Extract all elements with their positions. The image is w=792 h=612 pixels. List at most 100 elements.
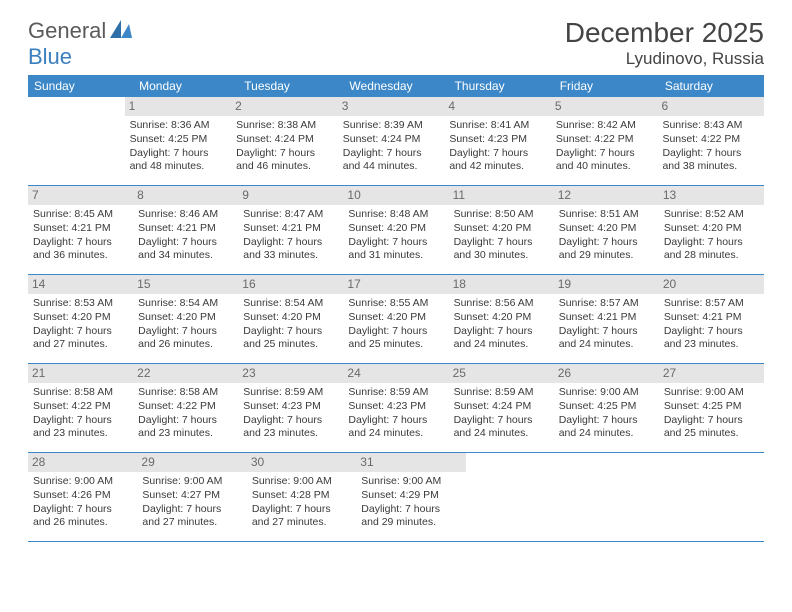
day-cell: 29Sunrise: 9:00 AMSunset: 4:27 PMDayligh…	[137, 453, 246, 541]
day-number: 9	[238, 186, 343, 206]
weekday-header-cell: Saturday	[659, 75, 764, 97]
sunrise-line: Sunrise: 8:47 AM	[243, 208, 338, 222]
week-row: 7Sunrise: 8:45 AMSunset: 4:21 PMDaylight…	[28, 186, 764, 275]
daylight-line-2: and 42 minutes.	[449, 160, 546, 174]
day-number: 10	[343, 186, 448, 206]
daylight-line-2: and 44 minutes.	[343, 160, 440, 174]
weekday-header-cell: Friday	[554, 75, 659, 97]
sunset-line: Sunset: 4:22 PM	[33, 400, 128, 414]
empty-day-cell	[466, 453, 565, 541]
sunrise-line: Sunrise: 8:59 AM	[243, 386, 338, 400]
daylight-line-2: and 25 minutes.	[243, 338, 338, 352]
weekday-header-cell: Tuesday	[238, 75, 343, 97]
daylight-line-1: Daylight: 7 hours	[664, 236, 759, 250]
weekday-header-row: SundayMondayTuesdayWednesdayThursdayFrid…	[28, 75, 764, 97]
sunset-line: Sunset: 4:23 PM	[348, 400, 443, 414]
sunrise-line: Sunrise: 8:59 AM	[348, 386, 443, 400]
day-cell: 20Sunrise: 8:57 AMSunset: 4:21 PMDayligh…	[659, 275, 764, 363]
day-cell: 1Sunrise: 8:36 AMSunset: 4:25 PMDaylight…	[125, 97, 232, 185]
sunset-line: Sunset: 4:23 PM	[449, 133, 546, 147]
sunset-line: Sunset: 4:24 PM	[236, 133, 333, 147]
day-number: 28	[28, 453, 137, 473]
day-number: 25	[449, 364, 554, 384]
sunset-line: Sunset: 4:21 PM	[664, 311, 759, 325]
sunrise-line: Sunrise: 8:53 AM	[33, 297, 128, 311]
daylight-line-1: Daylight: 7 hours	[559, 236, 654, 250]
logo-text-blue: Blue	[28, 44, 72, 70]
calendar-grid: SundayMondayTuesdayWednesdayThursdayFrid…	[28, 75, 764, 542]
daylight-line-1: Daylight: 7 hours	[138, 325, 233, 339]
weekday-header-cell: Wednesday	[343, 75, 448, 97]
sunrise-line: Sunrise: 9:00 AM	[142, 475, 241, 489]
day-number: 23	[238, 364, 343, 384]
daylight-line-1: Daylight: 7 hours	[236, 147, 333, 161]
day-cell: 4Sunrise: 8:41 AMSunset: 4:23 PMDaylight…	[444, 97, 551, 185]
daylight-line-1: Daylight: 7 hours	[454, 325, 549, 339]
sunrise-line: Sunrise: 9:00 AM	[559, 386, 654, 400]
daylight-line-2: and 40 minutes.	[556, 160, 653, 174]
daylight-line-2: and 36 minutes.	[33, 249, 128, 263]
sunrise-line: Sunrise: 8:56 AM	[454, 297, 549, 311]
daylight-line-1: Daylight: 7 hours	[348, 414, 443, 428]
sunrise-line: Sunrise: 8:39 AM	[343, 119, 440, 133]
day-cell: 28Sunrise: 9:00 AMSunset: 4:26 PMDayligh…	[28, 453, 137, 541]
sunset-line: Sunset: 4:22 PM	[556, 133, 653, 147]
daylight-line-1: Daylight: 7 hours	[33, 414, 128, 428]
daylight-line-1: Daylight: 7 hours	[243, 325, 338, 339]
daylight-line-2: and 38 minutes.	[662, 160, 759, 174]
weekday-header-cell: Monday	[133, 75, 238, 97]
daylight-line-2: and 27 minutes.	[252, 516, 351, 530]
daylight-line-1: Daylight: 7 hours	[138, 414, 233, 428]
sunset-line: Sunset: 4:24 PM	[343, 133, 440, 147]
day-cell: 26Sunrise: 9:00 AMSunset: 4:25 PMDayligh…	[554, 364, 659, 452]
daylight-line-2: and 24 minutes.	[348, 427, 443, 441]
sunset-line: Sunset: 4:28 PM	[252, 489, 351, 503]
week-row: 21Sunrise: 8:58 AMSunset: 4:22 PMDayligh…	[28, 364, 764, 453]
day-number: 27	[659, 364, 764, 384]
sunrise-line: Sunrise: 9:00 AM	[664, 386, 759, 400]
daylight-line-1: Daylight: 7 hours	[559, 325, 654, 339]
sunset-line: Sunset: 4:20 PM	[454, 222, 549, 236]
daylight-line-2: and 27 minutes.	[33, 338, 128, 352]
sunset-line: Sunset: 4:25 PM	[664, 400, 759, 414]
sunrise-line: Sunrise: 8:46 AM	[138, 208, 233, 222]
daylight-line-2: and 25 minutes.	[348, 338, 443, 352]
daylight-line-2: and 46 minutes.	[236, 160, 333, 174]
sunset-line: Sunset: 4:21 PM	[138, 222, 233, 236]
day-cell: 9Sunrise: 8:47 AMSunset: 4:21 PMDaylight…	[238, 186, 343, 274]
daylight-line-2: and 23 minutes.	[243, 427, 338, 441]
week-row: 1Sunrise: 8:36 AMSunset: 4:25 PMDaylight…	[28, 97, 764, 186]
daylight-line-2: and 23 minutes.	[138, 427, 233, 441]
sunrise-line: Sunrise: 8:57 AM	[664, 297, 759, 311]
daylight-line-2: and 24 minutes.	[454, 427, 549, 441]
day-cell: 5Sunrise: 8:42 AMSunset: 4:22 PMDaylight…	[551, 97, 658, 185]
sunrise-line: Sunrise: 8:52 AM	[664, 208, 759, 222]
daylight-line-2: and 34 minutes.	[138, 249, 233, 263]
sunset-line: Sunset: 4:27 PM	[142, 489, 241, 503]
logo: General	[28, 18, 132, 44]
daylight-line-2: and 26 minutes.	[33, 516, 132, 530]
daylight-line-2: and 26 minutes.	[138, 338, 233, 352]
day-cell: 27Sunrise: 9:00 AMSunset: 4:25 PMDayligh…	[659, 364, 764, 452]
sunset-line: Sunset: 4:22 PM	[662, 133, 759, 147]
sunrise-line: Sunrise: 8:54 AM	[243, 297, 338, 311]
daylight-line-1: Daylight: 7 hours	[130, 147, 227, 161]
day-number: 21	[28, 364, 133, 384]
day-number: 4	[444, 97, 551, 117]
day-number: 26	[554, 364, 659, 384]
sunrise-line: Sunrise: 8:58 AM	[138, 386, 233, 400]
sunrise-line: Sunrise: 8:48 AM	[348, 208, 443, 222]
daylight-line-1: Daylight: 7 hours	[559, 414, 654, 428]
daylight-line-1: Daylight: 7 hours	[664, 325, 759, 339]
daylight-line-1: Daylight: 7 hours	[33, 236, 128, 250]
sunset-line: Sunset: 4:26 PM	[33, 489, 132, 503]
sunrise-line: Sunrise: 8:45 AM	[33, 208, 128, 222]
sunset-line: Sunset: 4:21 PM	[33, 222, 128, 236]
day-cell: 7Sunrise: 8:45 AMSunset: 4:21 PMDaylight…	[28, 186, 133, 274]
day-number: 8	[133, 186, 238, 206]
day-cell: 25Sunrise: 8:59 AMSunset: 4:24 PMDayligh…	[449, 364, 554, 452]
day-cell: 15Sunrise: 8:54 AMSunset: 4:20 PMDayligh…	[133, 275, 238, 363]
sunset-line: Sunset: 4:20 PM	[243, 311, 338, 325]
logo-icon	[110, 18, 132, 44]
day-cell: 17Sunrise: 8:55 AMSunset: 4:20 PMDayligh…	[343, 275, 448, 363]
